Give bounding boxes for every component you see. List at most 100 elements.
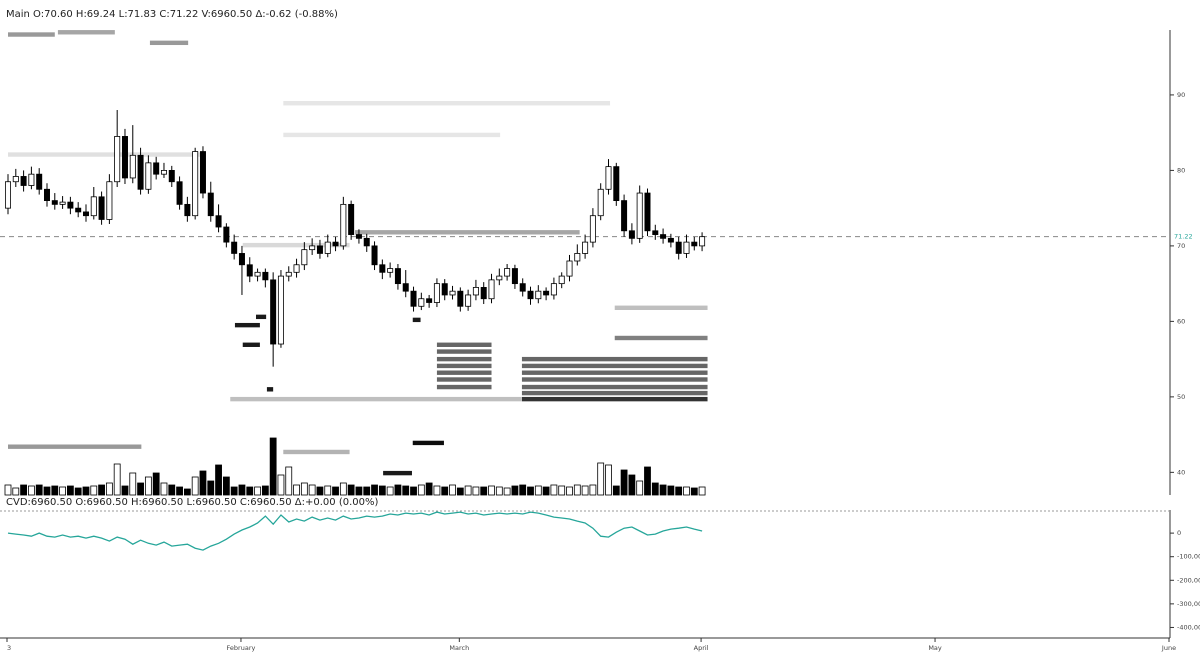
candle-body [496,275,503,281]
heatmap-level [521,390,708,396]
heatmap-level [230,396,522,402]
volume-bar [464,485,472,496]
candle-body [254,271,261,277]
volume-bar [90,485,98,496]
candle-body [582,241,589,254]
y-tick-label: 70 [1177,242,1185,250]
candle-body [465,294,472,307]
candle-body [558,275,565,285]
heatmap-level [521,363,708,369]
volume-bar [332,486,339,496]
candle-body [43,188,50,202]
volume-bar [589,484,597,496]
heatmap-level [383,470,412,476]
volume-bar [620,469,628,496]
y-tick-label: 80 [1177,166,1185,174]
volume-bar [74,487,82,496]
heatmap-level [266,387,274,392]
heatmap-level [8,152,200,157]
volume-bar [488,485,495,496]
y-tick-label: -200,000 [1177,576,1200,584]
volume-bar [534,485,542,496]
candle-body [82,211,89,217]
heatmap-level [8,444,142,449]
candle-body [199,151,206,194]
y-tick-label: -100,000 [1177,553,1200,561]
volume-bar [566,486,573,496]
candle-body [535,290,542,300]
volume-bar [20,484,27,496]
main-header: Main O:70.60 H:69.24 L:71.83 C:71.22 V:6… [6,9,338,20]
volume-bar [394,484,402,496]
candle-body [59,201,66,205]
volume-bar [378,485,386,496]
volume-bar [277,474,285,496]
candle-body [285,271,292,277]
volume-bar [246,486,254,496]
candle-body [20,176,27,186]
heatmap-level [283,101,611,106]
candle-body [184,203,191,217]
candle-body [488,279,495,300]
heatmap-level [436,370,492,375]
current-price-label: 71.22 [1174,233,1193,241]
volume-bar [433,485,441,496]
volume-bar [152,472,160,496]
volume-bar [121,485,129,496]
volume-bar [581,485,589,496]
candle-body [121,136,128,179]
volume-bar [371,484,378,496]
volume-bar [659,484,667,496]
candle-body [153,162,160,175]
candle-body [418,298,425,307]
heatmap-level [412,440,444,446]
volume-bar [480,486,488,496]
candle-body [98,196,105,220]
heatmap-level [436,384,492,390]
candle-body [215,215,222,228]
volume-bar [612,485,620,496]
heatmap-level [436,377,492,382]
candle-body [309,245,316,251]
candle-body [379,264,386,273]
candle-body [262,271,269,281]
heatmap-level [521,384,708,390]
candle-body [160,170,167,175]
volume-bar [347,484,355,496]
volume-bar [98,484,105,496]
volume-bar [495,486,503,496]
candle-body [691,241,698,247]
candle-body [348,203,355,235]
volume-bar [605,464,612,496]
candle-body [652,230,659,235]
candle-body [363,237,370,247]
candle-body [168,170,175,183]
candle-body [223,226,230,243]
candle-body [457,290,464,307]
candle-body [628,230,635,239]
candle-body [176,181,183,205]
volume-bar [503,487,511,496]
candle-body [316,245,323,254]
candle-body [324,241,331,254]
volume-bar [293,484,300,496]
candle-body [667,237,674,243]
heatmap-level [255,314,267,320]
volume-bar [4,484,12,496]
candle-body [566,260,573,277]
volume-bar [215,464,222,496]
candle-body [433,283,440,303]
candle-body [519,283,526,292]
volume-bar [51,485,59,496]
candle-body [246,264,253,277]
heatmap-level [521,396,708,402]
volume-bar [698,486,706,496]
candle-body [28,173,35,186]
volume-bar [113,463,121,496]
candle-body [5,181,11,209]
candle-body [137,154,144,190]
candle-body [207,192,214,217]
volume-bar [386,486,394,496]
volume-bar [527,486,534,496]
